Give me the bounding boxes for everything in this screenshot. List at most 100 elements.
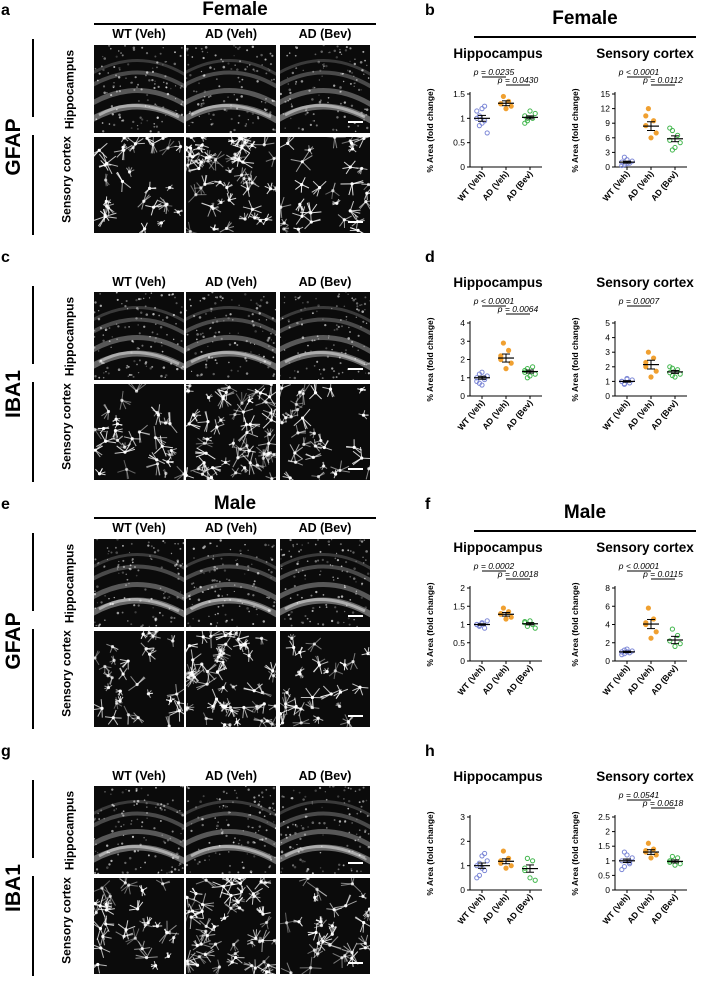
cell-speck — [312, 70, 315, 73]
glial-cell — [186, 903, 201, 919]
cell-speck — [106, 866, 109, 869]
soma — [351, 147, 355, 151]
cell-speck — [306, 617, 309, 620]
glial-cell — [119, 878, 128, 889]
glial-cell — [237, 425, 259, 444]
scale-bar — [348, 368, 363, 370]
process — [242, 161, 255, 164]
glial-cell — [241, 417, 254, 433]
cell-speck — [195, 90, 198, 93]
cell-speck — [272, 341, 275, 344]
cell-speck — [129, 564, 132, 567]
sex-heading-rule — [474, 530, 696, 532]
cell-speck — [200, 102, 203, 105]
cell-speck — [283, 349, 286, 351]
cell-speck — [106, 366, 109, 370]
process — [321, 693, 332, 700]
soma — [344, 904, 348, 908]
soma — [231, 441, 235, 445]
soma — [338, 690, 343, 694]
cell-speck — [289, 91, 292, 95]
cell-speck — [264, 58, 267, 61]
soma — [269, 384, 273, 387]
glial-cell — [155, 878, 171, 891]
process — [262, 703, 265, 714]
soma — [300, 160, 304, 164]
soma — [285, 691, 289, 695]
cell-speck — [284, 833, 288, 837]
cell-speck — [364, 829, 367, 832]
soma — [110, 676, 114, 680]
cell-speck — [104, 791, 106, 793]
cell-speck — [187, 63, 190, 66]
glial-cell — [138, 884, 148, 897]
cell-speck — [210, 310, 213, 313]
cell-speck — [365, 799, 368, 802]
glial-cell — [255, 636, 268, 645]
cell-speck — [358, 845, 362, 848]
process — [237, 631, 242, 640]
cell-speck — [270, 79, 273, 81]
cell-speck — [331, 348, 333, 351]
soma — [153, 964, 158, 968]
cell-speck — [196, 333, 199, 336]
cell-speck — [174, 543, 176, 545]
cell-speck — [336, 621, 340, 624]
soma — [266, 453, 270, 457]
cell-speck — [135, 802, 138, 805]
process — [258, 683, 263, 693]
glial-cell — [228, 438, 235, 449]
cell-speck — [265, 561, 268, 563]
cell-speck — [151, 331, 154, 334]
cell-speck — [211, 579, 214, 582]
soma — [106, 409, 111, 414]
soma — [200, 902, 205, 907]
cell-speck — [348, 813, 351, 816]
glial-cell — [312, 948, 324, 959]
cell-speck — [186, 786, 189, 788]
process — [201, 878, 207, 881]
cell-speck — [258, 312, 261, 315]
cell-speck — [182, 839, 184, 842]
cell-speck — [237, 370, 239, 372]
cell-speck — [122, 565, 126, 569]
glial-cell — [260, 213, 273, 226]
soma — [215, 425, 219, 429]
micrograph-image — [94, 539, 184, 627]
glial-cell — [280, 384, 291, 398]
process — [154, 445, 163, 455]
cell-speck — [347, 617, 350, 620]
process — [192, 943, 202, 951]
soma — [314, 930, 318, 935]
cell-speck — [343, 115, 346, 118]
cell-speck — [137, 83, 139, 86]
glial-cell — [94, 444, 103, 458]
soma — [233, 156, 237, 160]
process — [244, 137, 247, 143]
glial-cell — [280, 962, 293, 974]
cell-speck — [335, 610, 339, 613]
soma — [238, 447, 242, 451]
cell-speck — [299, 295, 302, 298]
cell-speck — [365, 113, 368, 116]
cell-speck — [340, 73, 342, 75]
micrograph-image — [186, 786, 276, 874]
process — [285, 703, 288, 715]
cell-speck — [117, 368, 121, 371]
soma — [234, 955, 238, 960]
process — [186, 894, 188, 898]
process — [363, 137, 367, 139]
glial-cell — [325, 925, 338, 941]
cell-speck — [363, 345, 365, 348]
cell-speck — [131, 81, 133, 84]
column-label: AD (Veh) — [204, 521, 258, 535]
process — [192, 898, 203, 905]
glial-cell — [219, 221, 235, 233]
process — [232, 144, 242, 149]
cell-speck — [349, 331, 351, 333]
cell-speck — [292, 847, 294, 850]
soma — [316, 474, 321, 479]
cell-speck — [203, 95, 206, 98]
process — [176, 466, 184, 475]
process — [225, 631, 233, 637]
